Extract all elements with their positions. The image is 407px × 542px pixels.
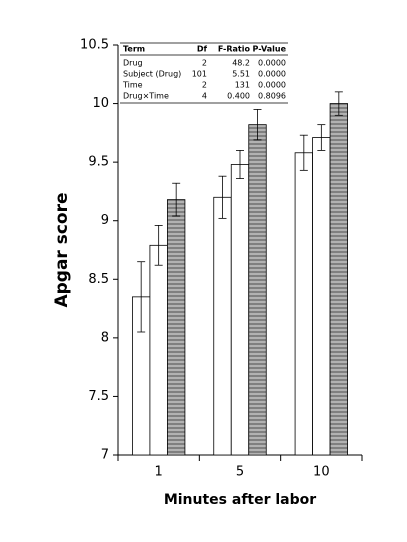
error-bar (253, 109, 262, 141)
x-tick-label: 10 (313, 465, 330, 480)
table-cell: Time (122, 81, 143, 90)
bar (230, 164, 250, 456)
error-bar (236, 150, 244, 179)
bar (312, 137, 331, 456)
error-bar (317, 124, 326, 151)
bar (329, 103, 348, 456)
table-cell: 2 (202, 81, 207, 90)
table-cell: 0.0000 (258, 70, 286, 79)
table-cell: 101 (192, 70, 207, 79)
bar (149, 244, 168, 456)
y-tick-label: 9 (101, 213, 109, 228)
bar (294, 152, 313, 456)
error-bar (154, 224, 163, 266)
table-cell: 0.0000 (258, 81, 286, 90)
table-cell: Drug (123, 59, 143, 68)
y-axis-label: Apgar score (52, 192, 72, 307)
error-bar (218, 175, 227, 219)
table-cell: 2 (202, 59, 207, 68)
table-header: Term (123, 45, 145, 54)
error-bar (172, 182, 181, 217)
y-tick-label: 9.5 (88, 155, 109, 170)
y-tick-label: 7 (101, 448, 109, 463)
y-tick-label: 10.5 (80, 38, 109, 53)
y-tick-label: 8.5 (88, 272, 109, 287)
y-tick-label: 7.5 (88, 389, 109, 404)
table-cell: 0.0000 (258, 59, 286, 68)
table-cell: 48.2 (232, 59, 250, 68)
bar (213, 196, 232, 456)
table-cell: 131 (235, 81, 250, 90)
error-bar (334, 91, 343, 116)
table-cell: 4 (202, 92, 207, 101)
error-bar (137, 261, 146, 333)
table-cell: 0.8096 (258, 92, 286, 101)
table-cell: Drug×Time (123, 92, 169, 101)
x-axis-label: Minutes after labor (164, 492, 316, 508)
y-tick-label: 10 (92, 96, 109, 111)
error-bar (299, 134, 308, 171)
table-header: F-Ratio (218, 45, 251, 54)
x-tick-label: 5 (236, 465, 244, 480)
table-header: P-Value (253, 45, 287, 54)
table-cell: 0.400 (227, 92, 250, 101)
y-tick-label: 8 (101, 330, 109, 345)
bar (167, 199, 186, 456)
table-cell: Subject (Drug) (123, 70, 181, 79)
table-header: Df (197, 45, 208, 54)
bar (248, 124, 267, 456)
x-tick-label: 1 (155, 465, 163, 480)
table-cell: 5.51 (232, 70, 250, 79)
